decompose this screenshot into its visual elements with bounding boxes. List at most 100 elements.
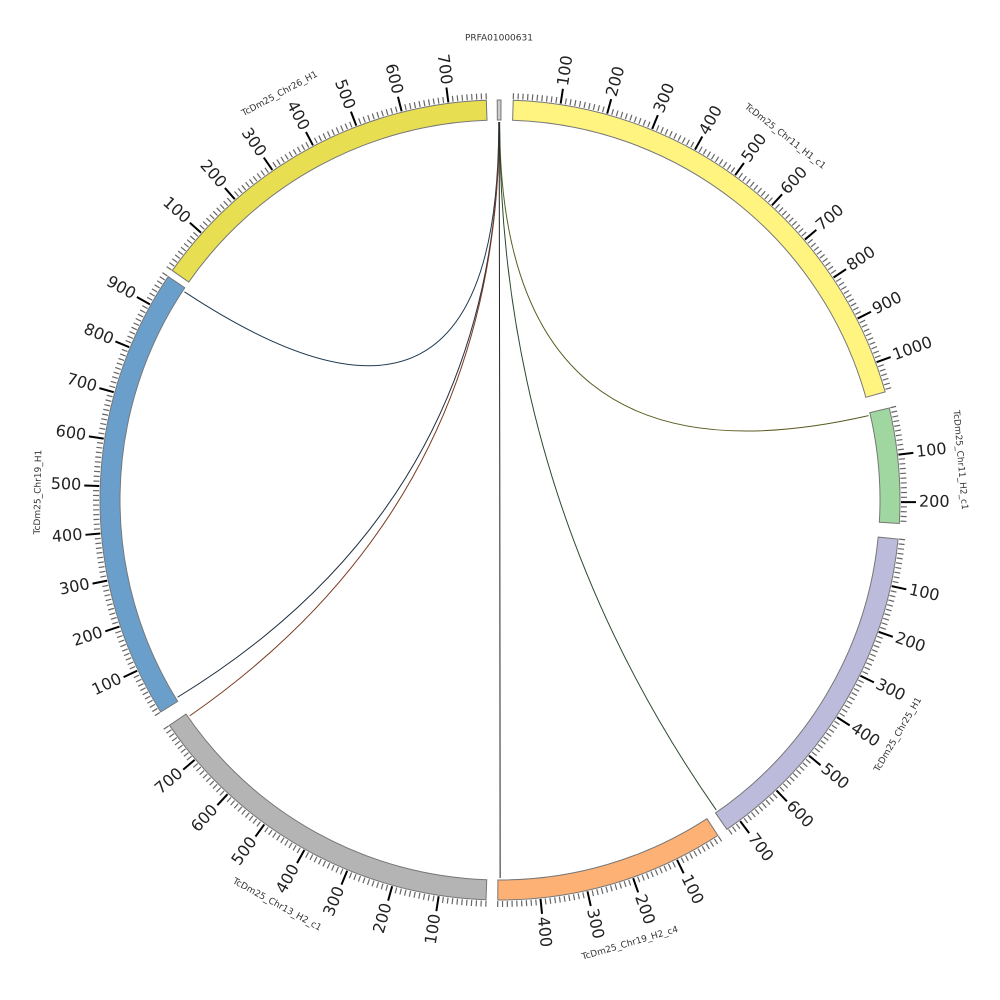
minor-tick (326, 131, 331, 138)
segment-band[interactable] (99, 275, 186, 713)
minor-tick (541, 95, 543, 102)
minor-tick (875, 640, 882, 644)
major-tick (559, 88, 564, 104)
minor-tick (814, 747, 821, 753)
tick-label: 500 (50, 474, 81, 494)
segment-band[interactable] (168, 713, 488, 901)
tick-label: 800 (81, 319, 116, 348)
minor-tick (620, 111, 624, 118)
minor-tick (216, 207, 222, 213)
minor-tick (545, 95, 548, 102)
minor-tick (895, 562, 903, 565)
minor-tick (789, 776, 795, 782)
minor-tick (147, 699, 153, 704)
tick-label: 700 (812, 200, 848, 234)
link-ribbon[interactable] (189, 122, 500, 717)
link-ribbon[interactable] (184, 122, 500, 367)
major-tick (85, 532, 101, 536)
minor-tick (146, 296, 153, 301)
minor-tick (749, 181, 755, 188)
segment-band[interactable] (869, 407, 901, 524)
segment-band[interactable] (714, 536, 899, 831)
minor-tick (380, 110, 384, 117)
minor-tick (103, 589, 110, 592)
tick-label: 1000 (890, 332, 935, 364)
minor-tick (654, 869, 659, 876)
segment-TcDm25_Chr11_H2_c1[interactable]: 100 200 TcDm25_Chr11_H2_c1 (869, 405, 969, 524)
minor-tick (385, 884, 389, 891)
minor-tick (831, 724, 838, 730)
minor-tick (746, 178, 751, 185)
minor-tick (109, 612, 116, 616)
minor-tick (331, 864, 335, 871)
major-tick (734, 162, 745, 176)
major-tick (189, 221, 202, 234)
minor-tick (118, 639, 125, 643)
minor-tick (801, 231, 807, 237)
link-ribbon[interactable] (498, 121, 501, 879)
minor-tick (817, 743, 824, 749)
minor-tick (685, 855, 689, 862)
minor-tick (827, 265, 834, 271)
minor-tick (366, 878, 371, 886)
tick-label: 400 (283, 97, 314, 133)
minor-tick (796, 769, 802, 775)
minor-tick (284, 154, 289, 160)
minor-tick (241, 184, 247, 191)
minor-tick (839, 712, 846, 717)
segment-band[interactable] (171, 99, 488, 283)
segment-band[interactable] (512, 99, 886, 398)
tick-label: 500 (227, 833, 260, 869)
minor-tick (753, 184, 759, 191)
segment-PRFA01000631[interactable]: PRFA01000631 (465, 34, 533, 121)
segment-TcDm25_Chr11_H1_c1[interactable]: 100 200 3004005006007008009001000TcDm25_Ch… (512, 54, 935, 398)
minor-tick (109, 385, 116, 389)
minor-tick (816, 250, 823, 255)
minor-tick (710, 153, 716, 160)
tick-label: 200 (70, 622, 105, 650)
minor-tick (171, 737, 178, 742)
minor-tick (871, 346, 878, 350)
link-ribbon[interactable] (499, 121, 717, 811)
minor-tick (591, 890, 595, 897)
minor-tick (371, 113, 375, 120)
tick-label: 700 (434, 53, 457, 86)
tick-label: 100 (677, 871, 708, 907)
tick-label: 400 (272, 861, 303, 897)
minor-tick (623, 881, 627, 888)
segment-band[interactable] (497, 818, 719, 901)
minor-tick (427, 99, 431, 106)
minor-tick (376, 881, 380, 889)
minor-tick (94, 537, 101, 540)
minor-tick (139, 309, 146, 314)
minor-tick (288, 842, 293, 849)
minor-tick (140, 687, 146, 692)
segment-TcDm25_Chr19_H1[interactable]: 100 200 300 400 500 600 700 800 900 TcDm25_Chr19_… (33, 272, 186, 717)
segment-band[interactable] (496, 99, 502, 121)
minor-tick (418, 101, 421, 108)
minor-tick (230, 800, 236, 806)
minor-tick (446, 897, 449, 904)
minor-tick (118, 357, 125, 362)
tick-label: 700 (151, 764, 187, 798)
tick-label: 300 (649, 80, 678, 115)
minor-tick (432, 98, 435, 105)
link-ribbon[interactable] (499, 121, 869, 432)
minor-tick (578, 100, 582, 108)
minor-tick (810, 242, 817, 248)
minor-tick (863, 328, 870, 332)
minor-tick (638, 117, 642, 125)
major-tick (84, 484, 100, 488)
minor-tick (344, 123, 349, 130)
minor-tick (123, 652, 130, 657)
minor-tick (116, 362, 123, 366)
minor-tick (791, 220, 798, 226)
minor-tick (441, 896, 444, 904)
minor-tick (169, 262, 175, 267)
